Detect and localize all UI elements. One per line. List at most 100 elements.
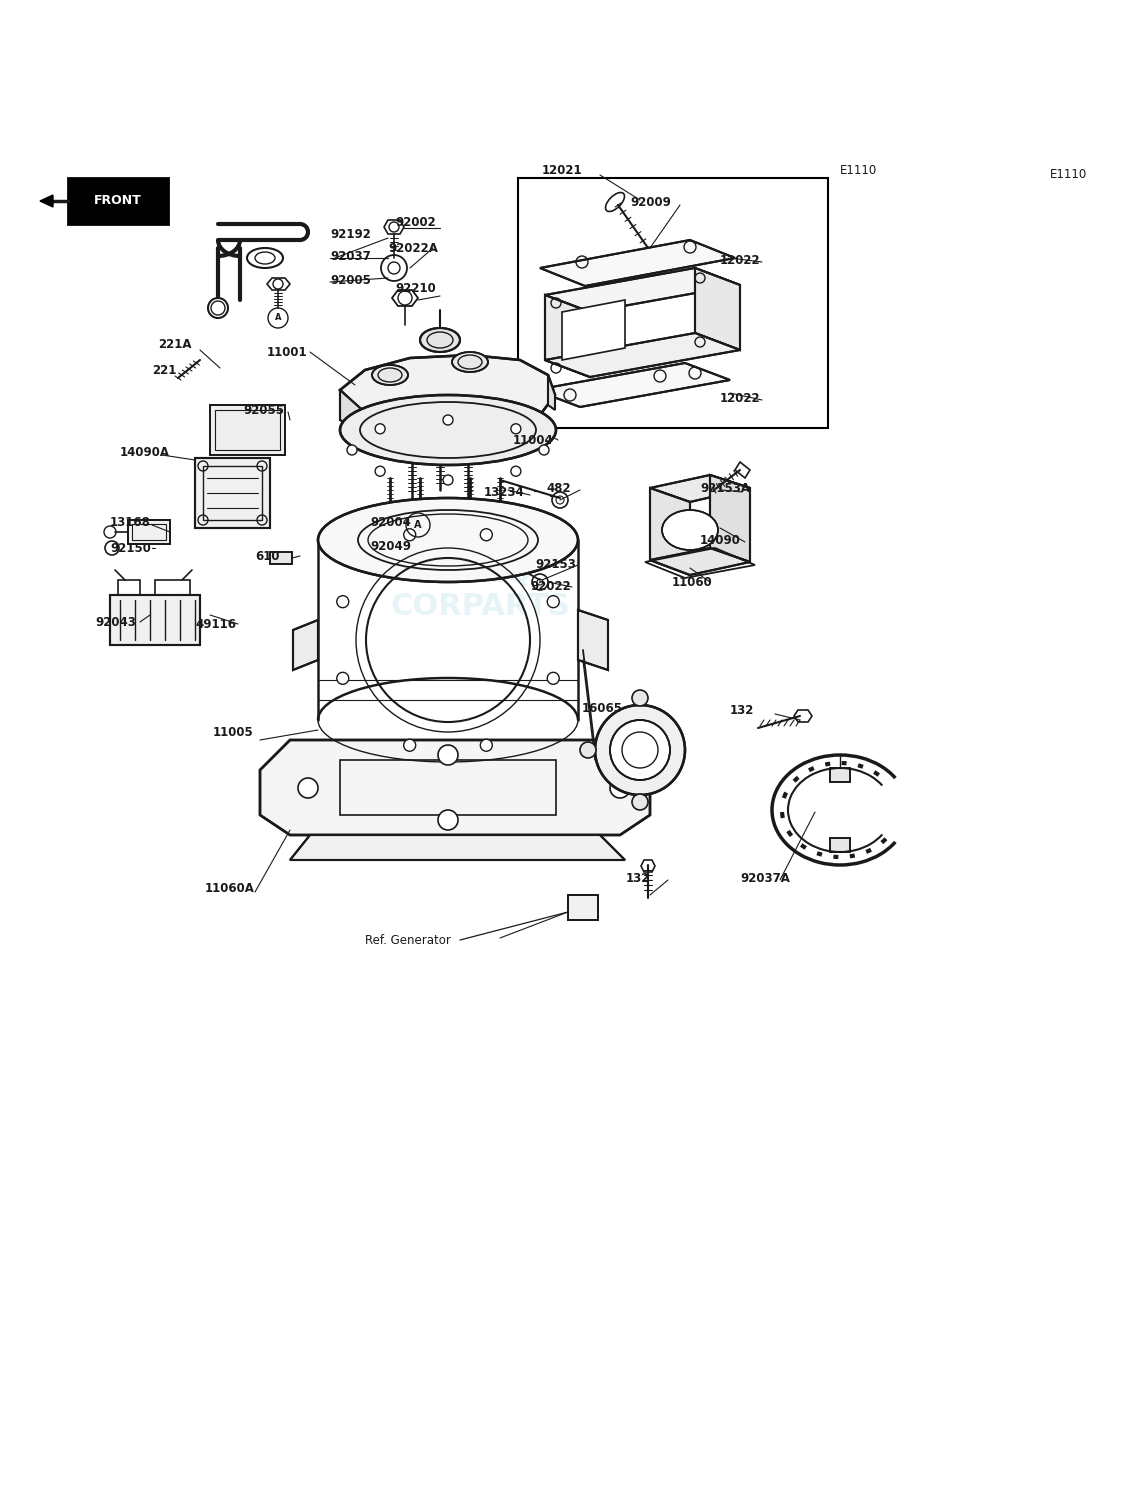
Polygon shape — [340, 356, 554, 428]
Bar — [132, 524, 166, 540]
Circle shape — [443, 474, 453, 485]
Circle shape — [336, 672, 349, 684]
Text: 92153A: 92153A — [700, 482, 750, 494]
Bar — [110, 594, 200, 645]
Text: 12022: 12022 — [720, 392, 761, 404]
Circle shape — [633, 794, 647, 811]
Circle shape — [298, 778, 318, 799]
Ellipse shape — [452, 353, 488, 372]
Bar — [215, 410, 280, 450]
Text: 92055: 92055 — [243, 404, 284, 416]
Circle shape — [610, 778, 630, 799]
Text: A: A — [274, 314, 281, 323]
Text: 132: 132 — [730, 704, 754, 716]
Circle shape — [511, 423, 521, 434]
Text: 49116: 49116 — [195, 617, 236, 630]
Text: 11004: 11004 — [513, 434, 553, 446]
Bar — [68, 179, 168, 224]
Bar — [518, 179, 828, 428]
Polygon shape — [540, 240, 735, 287]
Text: 92005: 92005 — [329, 273, 371, 287]
Circle shape — [375, 423, 385, 434]
Text: Ref. Generator: Ref. Generator — [365, 934, 451, 947]
Circle shape — [404, 528, 416, 540]
Bar — [270, 552, 292, 564]
Polygon shape — [548, 375, 554, 410]
Text: 13234: 13234 — [484, 485, 525, 498]
Text: 92037: 92037 — [329, 251, 371, 264]
Bar — [203, 465, 262, 519]
Ellipse shape — [372, 365, 408, 384]
Circle shape — [375, 467, 385, 476]
Polygon shape — [259, 740, 650, 835]
Text: 92043: 92043 — [95, 615, 135, 629]
Text: 482: 482 — [546, 482, 571, 494]
Polygon shape — [210, 405, 285, 455]
Polygon shape — [563, 300, 625, 360]
Circle shape — [439, 744, 458, 766]
Text: 11005: 11005 — [214, 726, 254, 740]
Ellipse shape — [420, 329, 460, 353]
Bar — [830, 838, 850, 853]
Circle shape — [548, 596, 559, 608]
Text: 92150: 92150 — [110, 542, 150, 554]
Ellipse shape — [340, 395, 556, 465]
Polygon shape — [340, 390, 369, 435]
Bar — [830, 769, 850, 782]
Text: FRONT: FRONT — [94, 195, 142, 207]
Circle shape — [610, 720, 670, 781]
Circle shape — [480, 528, 492, 540]
Polygon shape — [577, 609, 608, 669]
Bar — [830, 769, 850, 782]
Text: 11060A: 11060A — [205, 881, 255, 895]
Bar — [340, 760, 556, 815]
Bar — [270, 552, 292, 564]
Circle shape — [439, 811, 458, 830]
Circle shape — [480, 740, 492, 750]
Text: 12022: 12022 — [720, 254, 761, 267]
Circle shape — [104, 540, 119, 555]
Circle shape — [208, 299, 228, 318]
Polygon shape — [535, 363, 730, 407]
Circle shape — [336, 596, 349, 608]
Bar — [830, 838, 850, 853]
Text: 13168: 13168 — [110, 515, 150, 528]
Ellipse shape — [662, 510, 718, 549]
Text: E1110: E1110 — [840, 164, 877, 177]
Polygon shape — [568, 895, 598, 920]
Bar — [127, 519, 170, 543]
Circle shape — [595, 705, 685, 796]
Text: 92022: 92022 — [530, 579, 571, 593]
Circle shape — [548, 672, 559, 684]
Polygon shape — [40, 195, 53, 207]
Polygon shape — [545, 333, 740, 377]
Polygon shape — [695, 269, 740, 350]
Text: 92022A: 92022A — [388, 242, 437, 255]
Polygon shape — [545, 269, 740, 312]
Circle shape — [443, 414, 453, 425]
Text: 92153: 92153 — [535, 557, 576, 570]
Polygon shape — [650, 548, 750, 575]
Polygon shape — [650, 488, 690, 575]
Circle shape — [511, 467, 521, 476]
Polygon shape — [709, 474, 750, 561]
Text: BIKEQ
CORPARTS: BIKEQ CORPARTS — [390, 558, 569, 621]
Circle shape — [580, 741, 596, 758]
Text: 132: 132 — [626, 872, 651, 884]
Ellipse shape — [318, 498, 577, 582]
Circle shape — [404, 740, 416, 750]
Text: 610: 610 — [255, 549, 279, 563]
Circle shape — [347, 444, 357, 455]
Circle shape — [540, 444, 549, 455]
Circle shape — [633, 690, 647, 705]
Text: 92192: 92192 — [329, 228, 371, 240]
Text: E1110: E1110 — [1050, 168, 1087, 182]
Text: 11001: 11001 — [267, 345, 308, 359]
Text: 92002: 92002 — [395, 216, 436, 228]
Text: 221: 221 — [152, 363, 177, 377]
Text: 221A: 221A — [158, 339, 192, 351]
Text: 92049: 92049 — [370, 540, 411, 554]
Text: 16065: 16065 — [582, 701, 623, 714]
Bar — [127, 519, 170, 543]
Text: 92004: 92004 — [370, 516, 411, 530]
